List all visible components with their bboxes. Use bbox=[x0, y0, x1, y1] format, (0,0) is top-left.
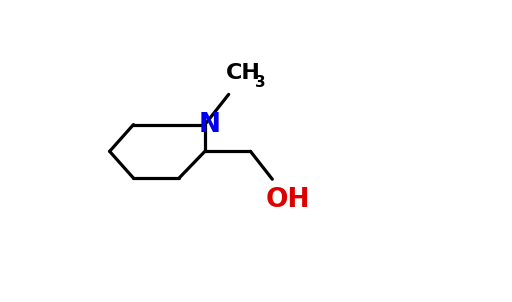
Text: OH: OH bbox=[266, 187, 310, 213]
Text: N: N bbox=[199, 112, 221, 138]
Text: 3: 3 bbox=[254, 75, 265, 90]
Text: CH: CH bbox=[226, 63, 261, 83]
